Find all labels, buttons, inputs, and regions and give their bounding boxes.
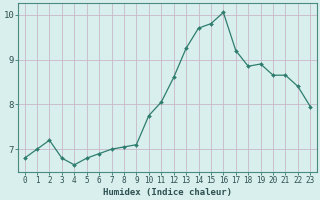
X-axis label: Humidex (Indice chaleur): Humidex (Indice chaleur) (103, 188, 232, 197)
